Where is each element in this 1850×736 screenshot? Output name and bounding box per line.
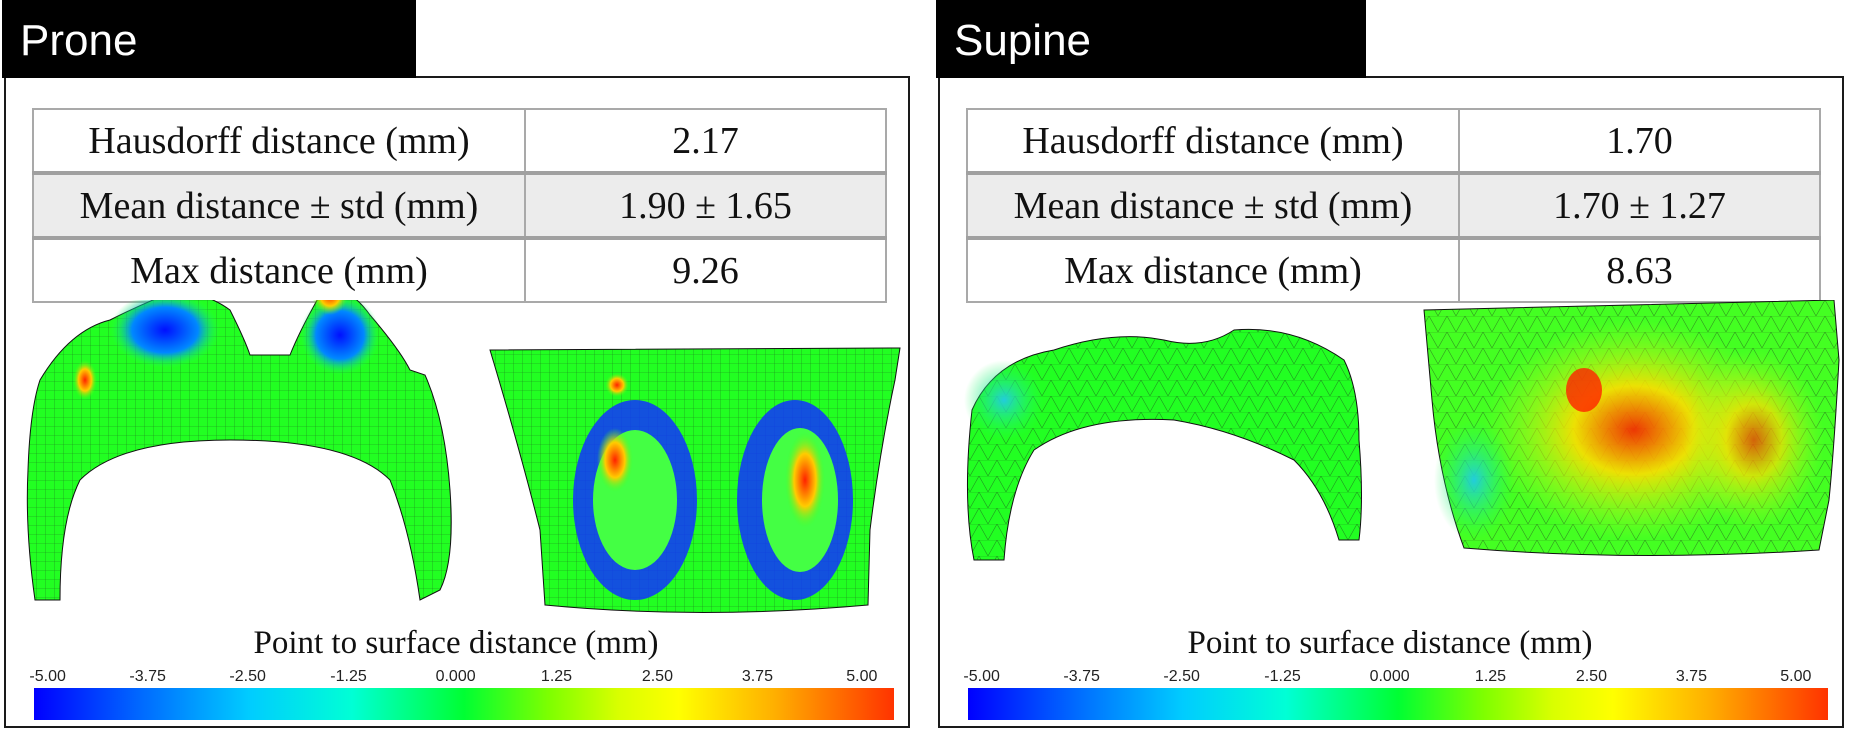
colorbar-tick: 1.25 [1474, 668, 1507, 685]
prone-surface-renderings [26, 300, 901, 613]
prone-metrics-table: Hausdorff distance (mm) 2.17 Mean distan… [32, 108, 887, 303]
prone-panel: Prone Hausdorff distance (mm) 2.17 Mean … [0, 0, 912, 736]
metric-value: 9.26 [524, 237, 887, 303]
metric-name: Max distance (mm) [966, 237, 1460, 303]
metric-name: Max distance (mm) [32, 237, 526, 303]
colorbar-tick: 2.50 [641, 668, 673, 685]
table-row: Max distance (mm) 8.63 [966, 237, 1821, 303]
supine-colorbar [968, 688, 1828, 720]
colorbar-tick: 3.75 [741, 668, 773, 685]
metric-name: Hausdorff distance (mm) [966, 108, 1460, 174]
table-row: Hausdorff distance (mm) 2.17 [32, 108, 887, 174]
colorbar-tick: -1.25 [330, 668, 367, 685]
supine-panel: Supine Hausdorff distance (mm) 1.70 Mean… [934, 0, 1846, 736]
supine-colorbar-ticks: -5.00 -3.75 -2.50 -1.25 0.000 1.25 2.50 … [948, 668, 1833, 690]
prone-panel-label: Prone [2, 0, 416, 78]
colorbar-tick: -3.75 [1063, 668, 1100, 685]
supine-surface-renderings [964, 300, 1840, 561]
colorbar-tick: 5.00 [1780, 668, 1812, 685]
colorbar-tick: -1.25 [1264, 668, 1301, 685]
colorbar-tick: -5.00 [963, 668, 1000, 685]
colorbar-tick: -5.00 [29, 668, 66, 685]
prone-colorbar [34, 688, 894, 720]
colorbar-tick: 2.50 [1575, 668, 1607, 685]
supine-metrics-table: Hausdorff distance (mm) 1.70 Mean distan… [966, 108, 1821, 303]
metric-name: Mean distance ± std (mm) [966, 172, 1460, 239]
supine-curved-surface [964, 328, 1362, 561]
table-row: Mean distance ± std (mm) 1.70 ± 1.27 [966, 172, 1821, 239]
prone-curved-surface [26, 300, 452, 601]
colorbar-tick: 0.000 [1369, 668, 1410, 685]
prone-colorbar-title: Point to surface distance (mm) [253, 625, 659, 661]
metric-value: 1.70 ± 1.27 [1458, 172, 1821, 239]
colorbar-tick: 0.000 [435, 668, 476, 685]
colorbar-tick: 3.75 [1675, 668, 1707, 685]
metric-name: Mean distance ± std (mm) [32, 172, 526, 239]
metric-name: Hausdorff distance (mm) [32, 108, 526, 174]
supine-colorbar-title: Point to surface distance (mm) [1187, 625, 1593, 661]
colorbar-tick: -2.50 [229, 668, 266, 685]
supine-frontal-surface [1423, 300, 1840, 557]
supine-panel-label: Supine [936, 0, 1366, 78]
colorbar-tick: -3.75 [129, 668, 166, 685]
colorbar-tick: 5.00 [846, 668, 878, 685]
metric-value: 1.70 [1458, 108, 1821, 174]
prone-frontal-surface [489, 347, 901, 613]
table-row: Max distance (mm) 9.26 [32, 237, 887, 303]
metric-value: 2.17 [524, 108, 887, 174]
table-row: Hausdorff distance (mm) 1.70 [966, 108, 1821, 174]
metric-value: 8.63 [1458, 237, 1821, 303]
metric-value: 1.90 ± 1.65 [524, 172, 887, 239]
table-row: Mean distance ± std (mm) 1.90 ± 1.65 [32, 172, 887, 239]
colorbar-tick: 1.25 [540, 668, 573, 685]
colorbar-tick: -2.50 [1163, 668, 1200, 685]
prone-colorbar-ticks: -5.00 -3.75 -2.50 -1.25 0.000 1.25 2.50 … [14, 668, 899, 690]
